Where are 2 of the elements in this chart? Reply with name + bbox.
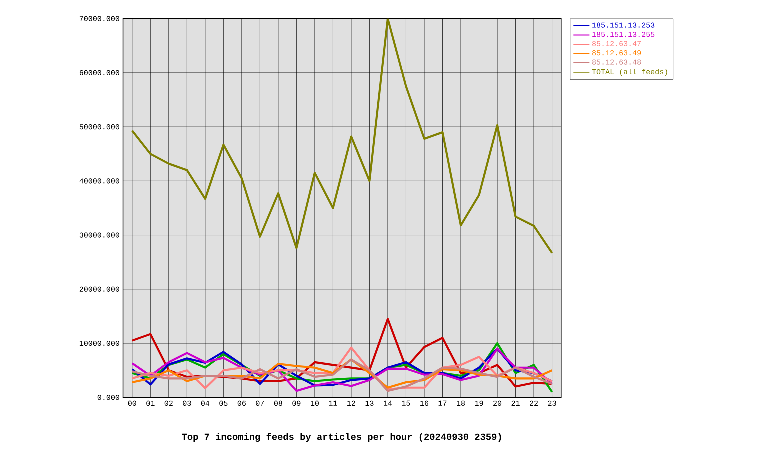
text: Top 7 incoming feeds by articles per hour (20240930 2359) xyxy=(182,433,502,442)
line-series xyxy=(131,18,554,254)
